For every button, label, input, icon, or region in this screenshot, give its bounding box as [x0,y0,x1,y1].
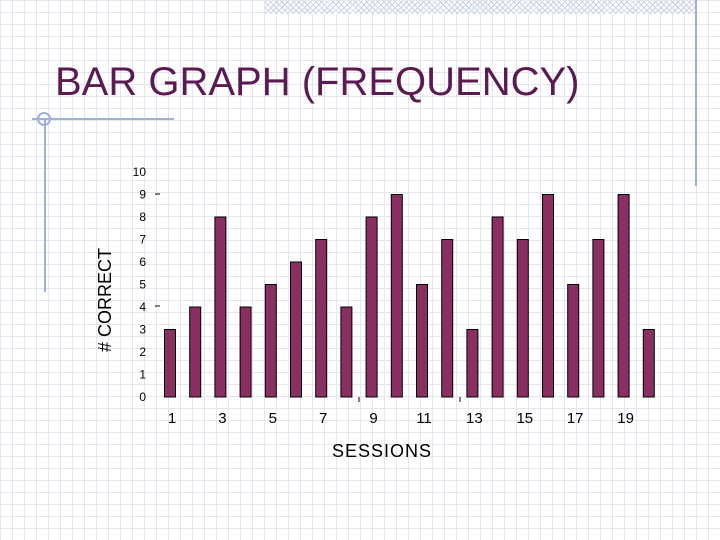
bar [315,239,328,398]
y-tick-label: 1 [139,368,146,382]
y-tick-label: 4 [139,300,146,314]
bar [516,239,529,398]
bar-series [164,194,655,398]
bar [416,284,428,398]
bar [542,194,554,398]
x-tick-label: 13 [466,410,483,427]
x-tick-label: 17 [567,410,584,427]
axis-stray-marks [155,193,461,402]
bar [365,216,378,398]
y-tick-label: 3 [139,323,146,337]
y-tick-label: 10 [133,165,147,179]
bar [264,284,277,398]
y-tick-label: 6 [139,255,146,269]
y-axis-ticks: 0 1 2 3 4 5 6 7 8 9 10 [133,165,147,404]
x-tick-label: 1 [168,410,176,427]
bar [340,306,353,398]
x-tick-label: 19 [617,410,634,427]
slide-title: BAR GRAPH (FREQUENCY) [55,60,580,104]
x-tick-label: 5 [269,410,277,427]
bar [617,194,630,398]
x-tick-label: 15 [516,410,533,427]
y-axis-label: # CORRECT [95,248,115,352]
x-axis-label: SESSIONS [332,441,432,461]
left-accent-rule [44,120,46,292]
y-tick-label: 9 [139,188,146,202]
y-tick-label: 8 [139,210,146,224]
x-tick-label: 11 [416,410,432,427]
bar [592,239,605,398]
bar [567,284,580,398]
y-tick-label: 0 [139,390,146,404]
y-tick-label: 2 [139,345,146,359]
x-tick-label: 9 [369,410,377,427]
title-underline-rule [32,118,174,120]
bar [214,216,227,398]
header-hatch-decoration [265,0,695,14]
x-axis-ticks: 1 3 5 7 9 11 13 15 17 19 [168,410,634,427]
bar [441,239,454,398]
rule-circle-ornament [37,112,51,126]
x-tick-label: 3 [218,410,226,427]
bar [466,329,479,398]
bar [390,194,403,398]
y-tick-label: 7 [139,233,146,247]
bar [290,261,302,398]
bar [491,216,504,398]
bar [189,306,202,398]
bar [164,329,176,398]
bar [642,329,655,398]
x-tick-label: 7 [319,410,327,427]
bar [239,306,252,398]
y-tick-label: 5 [139,278,146,292]
right-accent-rule [695,0,697,186]
